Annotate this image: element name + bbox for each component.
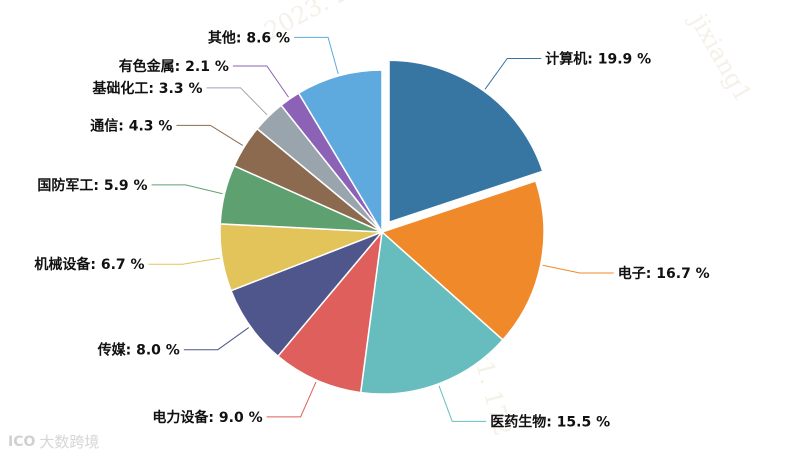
pie-leader-line [438, 385, 487, 422]
pie-labels: 计算机: 19.9 % 电子: 16.7 % 医药生物: 15.5 % 电力设备: 9… [34, 29, 709, 430]
pie-leader-line [148, 257, 221, 265]
pie-slice [388, 59, 544, 224]
pie-slice-label: 传媒: 8.0 % [97, 342, 180, 359]
pie-slice [276, 229, 384, 394]
pie-leader-line [266, 381, 317, 418]
pie-leader-line [232, 65, 289, 98]
pie-slice [359, 230, 504, 395]
pie-slice-label: 机械设备: 6.7 % [34, 256, 144, 273]
pie-leader-line [176, 124, 243, 146]
pie-slice-label: 医药生物: 15.5 % [490, 413, 610, 430]
brand-name: 大数跨境 [39, 433, 100, 451]
pie-leader-line [542, 264, 614, 274]
pie-slice [380, 180, 545, 341]
pie-slice-label: 基础化工: 3.3 % [92, 80, 202, 97]
pie-slices [219, 59, 545, 395]
pie-slice-label: 通信: 4.3 % [90, 117, 172, 134]
pie-leader-line [294, 36, 339, 75]
brand-watermark: ICO 大数跨境 [8, 431, 99, 452]
pie-slice-label: 电力设备: 9.0 % [152, 409, 262, 426]
pie-leader-line [484, 57, 542, 90]
pie-slice-label: 电子: 16.7 % [618, 265, 710, 282]
brand-logo: ICO [8, 433, 36, 450]
pie-leader-line [183, 327, 250, 351]
watermark-phrase-2: jixiang1 [683, 6, 757, 106]
pie-slice-label: 有色金属: 2.1 % [119, 58, 229, 75]
pie-slice [297, 69, 383, 235]
pie-leader-lines [148, 36, 614, 422]
pie-slice-label: 国防军工: 5.9 % [37, 177, 147, 194]
pie-slice-label: 其他: 8.6 % [208, 29, 290, 46]
pie-slice-label: 计算机: 19.9 % [545, 50, 651, 67]
pie-leader-line [206, 87, 268, 116]
pie-leader-line [151, 184, 223, 195]
